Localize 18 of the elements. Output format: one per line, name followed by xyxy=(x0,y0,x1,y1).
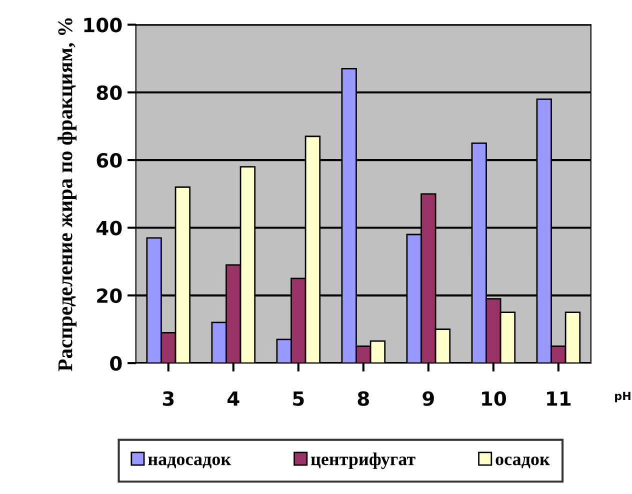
legend-label: осадок xyxy=(496,456,550,468)
legend-label: центрифугат xyxy=(311,452,416,469)
y-axis-title: Распределение жира по фракциям, % xyxy=(58,18,77,372)
y-tick-label: 60 xyxy=(96,153,122,168)
y-tick-label: 20 xyxy=(97,288,122,304)
legend-label: надосадок xyxy=(148,456,232,468)
x-tick-label: 11 xyxy=(547,391,571,406)
x-axis-title: pH xyxy=(615,392,630,402)
x-tick-label: 5 xyxy=(293,391,304,406)
y-tick-label: 40 xyxy=(96,220,122,236)
y-tick-label: 80 xyxy=(96,85,122,100)
y-tick-label: 100 xyxy=(84,18,122,32)
x-tick-label: 8 xyxy=(358,391,369,406)
x-tick-label: 4 xyxy=(228,391,240,406)
x-tick-label: 9 xyxy=(422,391,434,406)
x-tick-label: 3 xyxy=(162,391,174,406)
x-tick-label: 10 xyxy=(482,391,506,406)
y-tick-label: 0 xyxy=(110,356,122,371)
